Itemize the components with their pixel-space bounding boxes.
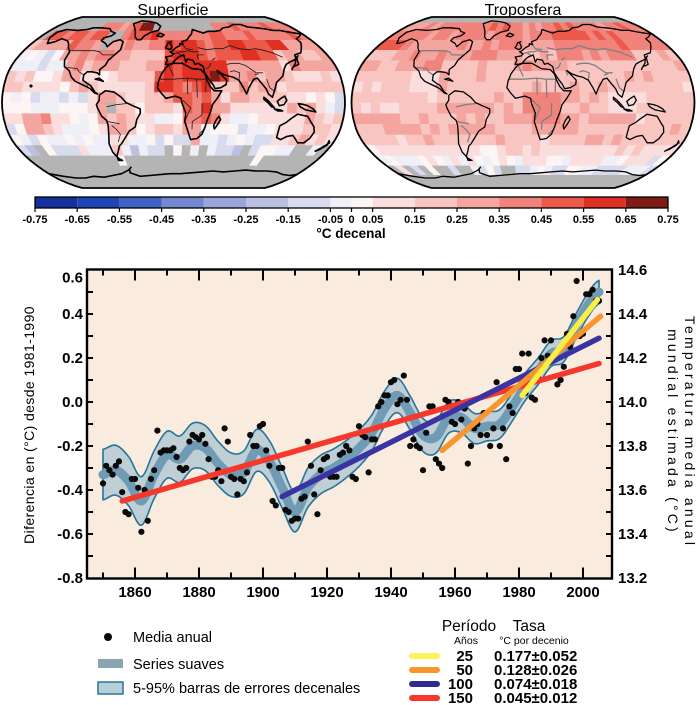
svg-text:0.0: 0.0 bbox=[62, 394, 83, 411]
svg-text:0: 0 bbox=[348, 214, 354, 226]
svg-text:-0.25: -0.25 bbox=[233, 214, 258, 226]
svg-text:1900: 1900 bbox=[246, 584, 279, 601]
svg-text:-0.35: -0.35 bbox=[191, 214, 216, 226]
svg-text:-0.8: -0.8 bbox=[57, 570, 83, 587]
svg-text:-0.15: -0.15 bbox=[276, 214, 301, 226]
svg-text:1960: 1960 bbox=[438, 584, 471, 601]
svg-text:0.75: 0.75 bbox=[657, 214, 678, 226]
svg-text:-0.55: -0.55 bbox=[107, 214, 132, 226]
svg-text:-0.75: -0.75 bbox=[22, 214, 47, 226]
svg-text:Tasa: Tasa bbox=[513, 618, 546, 635]
svg-text:0.074±0.018: 0.074±0.018 bbox=[494, 676, 577, 693]
svg-text:-0.45: -0.45 bbox=[149, 214, 174, 226]
svg-text:0.045±0.012: 0.045±0.012 bbox=[494, 690, 577, 705]
svg-text:13.6: 13.6 bbox=[618, 482, 647, 499]
svg-text:Diferencia en (°C) desde 1981-: Diferencia en (°C) desde 1981-1990 bbox=[21, 306, 37, 544]
svg-text:150: 150 bbox=[448, 690, 473, 705]
svg-text:0.05: 0.05 bbox=[362, 214, 383, 226]
svg-text:13.4: 13.4 bbox=[618, 526, 648, 543]
svg-text:0.177±0.052: 0.177±0.052 bbox=[494, 648, 577, 665]
svg-text:°C por decenio: °C por decenio bbox=[499, 635, 569, 647]
svg-text:0.4: 0.4 bbox=[62, 306, 84, 323]
svg-text:-0.05: -0.05 bbox=[318, 214, 343, 226]
svg-text:0.6: 0.6 bbox=[62, 270, 83, 287]
svg-text:-0.6: -0.6 bbox=[57, 526, 83, 543]
svg-text:Media anual: Media anual bbox=[133, 630, 212, 646]
svg-text:0.128±0.026: 0.128±0.026 bbox=[494, 662, 577, 679]
svg-text:Período: Período bbox=[442, 618, 496, 635]
svg-text:Superficie: Superficie bbox=[137, 2, 208, 19]
svg-text:-0.4: -0.4 bbox=[57, 482, 84, 499]
svg-text:-0.65: -0.65 bbox=[65, 214, 90, 226]
svg-text:14.6: 14.6 bbox=[618, 262, 647, 279]
svg-text:0.55: 0.55 bbox=[573, 214, 594, 226]
svg-text:°C decenal: °C decenal bbox=[316, 226, 385, 241]
svg-text:0.45: 0.45 bbox=[531, 214, 552, 226]
svg-text:Series suaves: Series suaves bbox=[133, 657, 224, 673]
svg-text:14.0: 14.0 bbox=[618, 394, 647, 411]
svg-text:Temperatura media anual: Temperatura media anual bbox=[682, 316, 698, 548]
svg-text:0.2: 0.2 bbox=[62, 350, 83, 367]
svg-text:1940: 1940 bbox=[374, 584, 407, 601]
svg-text:0.35: 0.35 bbox=[488, 214, 509, 226]
svg-text:-0.2: -0.2 bbox=[57, 438, 83, 455]
svg-text:1920: 1920 bbox=[310, 584, 343, 601]
svg-text:1860: 1860 bbox=[118, 584, 151, 601]
svg-text:1980: 1980 bbox=[502, 584, 535, 601]
svg-text:Troposfera: Troposfera bbox=[485, 2, 562, 19]
svg-text:25: 25 bbox=[456, 648, 473, 665]
svg-text:13.8: 13.8 bbox=[618, 438, 647, 455]
svg-text:mundial estimada (°C): mundial estimada (°C) bbox=[665, 329, 681, 535]
svg-text:1880: 1880 bbox=[182, 584, 215, 601]
svg-text:50: 50 bbox=[456, 662, 473, 679]
svg-text:13.2: 13.2 bbox=[618, 570, 647, 587]
svg-text:14.2: 14.2 bbox=[618, 350, 647, 367]
svg-text:0.15: 0.15 bbox=[404, 214, 425, 226]
svg-text:0.25: 0.25 bbox=[446, 214, 467, 226]
svg-text:14.4: 14.4 bbox=[618, 306, 648, 323]
svg-text:5-95% barras de errores decena: 5-95% barras de errores decenales bbox=[133, 681, 360, 697]
svg-text:2000: 2000 bbox=[566, 584, 599, 601]
svg-text:0.65: 0.65 bbox=[615, 214, 636, 226]
svg-text:100: 100 bbox=[448, 676, 473, 693]
svg-text:Años: Años bbox=[454, 635, 478, 647]
